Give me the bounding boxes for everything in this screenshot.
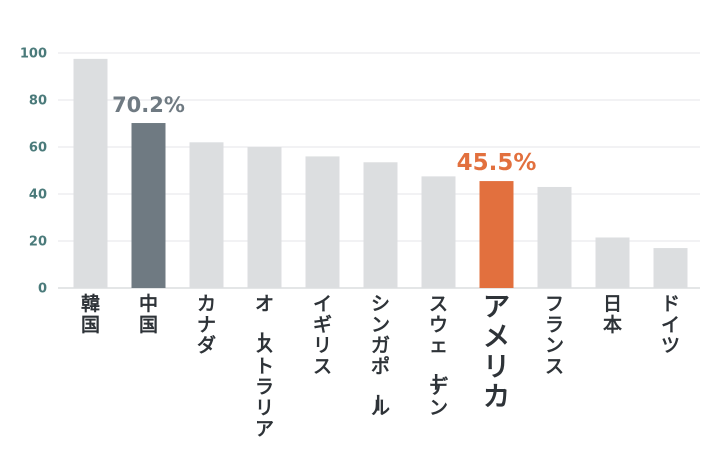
bar-5	[305, 156, 340, 288]
bar-9	[537, 186, 572, 288]
bar-6	[363, 162, 398, 288]
bar-11	[653, 248, 688, 288]
y-axis-ticks: 0 20 40 60 80 100	[20, 47, 47, 297]
x-category-label: アメリカ	[483, 292, 510, 413]
bar-7	[421, 176, 456, 288]
x-category-label: 韓国	[81, 292, 100, 336]
x-category-label: 日本	[603, 293, 622, 336]
x-category-label: シンガポール	[366, 293, 390, 419]
x-category-label: フランス	[545, 293, 564, 377]
data-labels: 70.2% 45.5%	[112, 93, 536, 176]
x-category-label: スウェーデン	[424, 293, 449, 419]
data-label: 70.2%	[112, 93, 185, 117]
x-category-label: ドイツ	[661, 293, 680, 357]
bar-8	[479, 181, 514, 288]
x-category-label: オーストラリア	[250, 293, 274, 440]
y-tick-label: 40	[29, 188, 47, 203]
x-category-label: 中国	[139, 292, 158, 336]
y-tick-label: 100	[20, 47, 47, 62]
y-tick-label: 80	[29, 94, 47, 109]
y-tick-label: 0	[38, 282, 47, 297]
bars	[73, 58, 688, 288]
x-category-label: イギリス	[313, 293, 332, 377]
y-tick-label: 60	[29, 141, 47, 156]
data-label: 45.5%	[457, 150, 537, 176]
y-tick-label: 20	[29, 235, 47, 250]
bar-4	[247, 147, 282, 288]
bar-10	[595, 237, 630, 288]
x-category-label: カナダ	[197, 293, 216, 357]
bar-1	[73, 58, 108, 288]
bar-3	[189, 142, 224, 288]
bar-2	[131, 123, 166, 288]
